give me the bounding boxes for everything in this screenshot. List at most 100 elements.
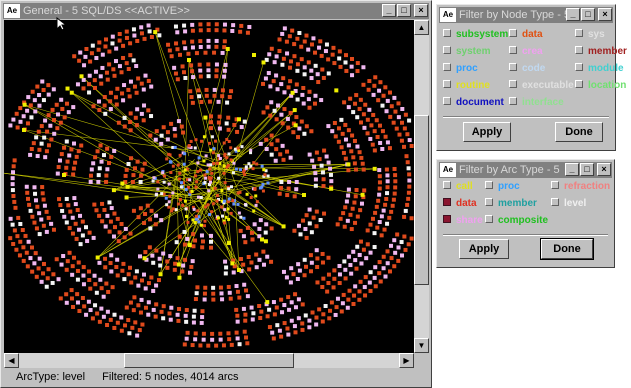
- filter-option-refraction[interactable]: refraction: [551, 180, 610, 193]
- checkbox[interactable]: [509, 29, 517, 38]
- checkbox[interactable]: [443, 198, 451, 207]
- graph-canvas[interactable]: [4, 20, 414, 353]
- minimize-icon[interactable]: _: [382, 4, 396, 17]
- checkbox[interactable]: [575, 29, 583, 38]
- filter-option-member[interactable]: member: [575, 45, 627, 58]
- graph-node: [55, 126, 60, 131]
- graph-node: [392, 191, 397, 196]
- filter-option-interface[interactable]: interface: [509, 96, 564, 109]
- checkbox[interactable]: [509, 46, 517, 55]
- node-filter-titlebar[interactable]: Ae Filter by Node Type - 5 _ □ ×: [439, 7, 613, 23]
- graph-node: [154, 213, 159, 218]
- checkbox[interactable]: [485, 181, 493, 190]
- checkbox[interactable]: [509, 63, 517, 72]
- checkbox[interactable]: [509, 97, 517, 106]
- graph-window-titlebar[interactable]: Ae General - 5 SQL/DS <<ACTIVE>> _ □ ×: [3, 3, 429, 19]
- checkbox[interactable]: [575, 63, 583, 72]
- graph-node: [45, 129, 50, 134]
- scroll-right-icon[interactable]: ▶: [399, 353, 414, 368]
- vertical-scrollbar[interactable]: ▲ ▼: [414, 20, 429, 353]
- filter-option-data[interactable]: data: [509, 28, 543, 41]
- filter-option-sys[interactable]: sys: [575, 28, 605, 41]
- graph-node: [264, 57, 269, 62]
- graph-node: [128, 231, 133, 236]
- filter-option-module[interactable]: module: [575, 62, 624, 75]
- checkbox[interactable]: [551, 198, 559, 207]
- filter-option-executable[interactable]: executable: [509, 79, 574, 92]
- graph-node: [127, 94, 132, 99]
- apply-button[interactable]: Apply: [463, 122, 511, 142]
- filter-option-routine[interactable]: routine: [443, 79, 490, 92]
- horizontal-scroll-thumb[interactable]: [124, 353, 294, 368]
- arc-filter-titlebar[interactable]: Ae Filter by Arc Type - 5 _ □ ×: [439, 162, 612, 178]
- close-icon[interactable]: ×: [597, 163, 611, 176]
- graph-node: [15, 234, 20, 239]
- scroll-down-icon[interactable]: ▼: [414, 338, 429, 353]
- graph-node: [383, 134, 388, 139]
- graph-edge: [178, 183, 215, 265]
- filter-option-subsystem[interactable]: subsystem: [443, 28, 508, 41]
- checkbox[interactable]: [443, 29, 451, 38]
- done-button[interactable]: Done: [540, 238, 594, 260]
- filter-option-document[interactable]: document: [443, 96, 504, 109]
- graph-node: [14, 247, 19, 252]
- close-icon[interactable]: ×: [414, 4, 428, 17]
- graph-node: [59, 152, 64, 157]
- arc-filter-title: Filter by Arc Type - 5: [459, 164, 560, 176]
- graph-node: [289, 266, 294, 271]
- done-button[interactable]: Done: [555, 122, 603, 142]
- graph-node: [381, 254, 386, 259]
- graph-node: [304, 235, 309, 240]
- checkbox[interactable]: [443, 63, 451, 72]
- filter-option-code[interactable]: code: [509, 62, 545, 75]
- filter-option-composite[interactable]: composite: [485, 214, 548, 227]
- graph-node: [346, 168, 351, 173]
- checkbox[interactable]: [443, 80, 451, 89]
- filter-option-system[interactable]: system: [443, 45, 490, 58]
- filter-option-level[interactable]: level: [551, 197, 586, 210]
- scroll-up-icon[interactable]: ▲: [414, 20, 429, 35]
- checkbox[interactable]: [485, 215, 493, 224]
- graph-node: [191, 205, 195, 209]
- checkbox[interactable]: [443, 46, 451, 55]
- graph-node: [230, 28, 235, 33]
- checkbox[interactable]: [575, 46, 583, 55]
- maximize-icon[interactable]: □: [397, 4, 411, 17]
- graph-node: [216, 99, 221, 104]
- graph-node: [381, 93, 386, 98]
- graph-node: [62, 173, 66, 177]
- filter-option-proc[interactable]: proc: [485, 180, 520, 193]
- graph-node: [373, 210, 378, 215]
- graph-node: [345, 218, 350, 223]
- filter-option-share[interactable]: share: [443, 214, 483, 227]
- maximize-icon[interactable]: □: [580, 163, 594, 176]
- filter-option-data[interactable]: data: [443, 197, 477, 210]
- graph-node: [145, 203, 150, 208]
- close-icon[interactable]: ×: [598, 8, 612, 21]
- apply-button[interactable]: Apply: [459, 239, 509, 259]
- graph-node: [82, 63, 87, 68]
- filter-option-crea[interactable]: crea: [509, 45, 543, 58]
- graph-node: [281, 56, 286, 61]
- graph-node: [276, 103, 281, 108]
- filter-option-member[interactable]: member: [485, 197, 537, 210]
- scroll-left-icon[interactable]: ◀: [4, 353, 19, 368]
- minimize-icon[interactable]: _: [566, 8, 580, 21]
- checkbox[interactable]: [551, 181, 559, 190]
- checkbox[interactable]: [509, 80, 517, 89]
- checkbox[interactable]: [443, 215, 451, 224]
- horizontal-scrollbar[interactable]: ◀ ▶: [4, 353, 414, 368]
- maximize-icon[interactable]: □: [581, 8, 595, 21]
- checkbox[interactable]: [443, 181, 451, 190]
- vertical-scroll-thumb[interactable]: [414, 115, 429, 285]
- filter-option-call[interactable]: call: [443, 180, 473, 193]
- checkbox[interactable]: [575, 80, 583, 89]
- checkbox[interactable]: [485, 198, 493, 207]
- graph-node: [142, 221, 147, 226]
- checkbox[interactable]: [443, 97, 451, 106]
- filter-option-proc[interactable]: proc: [443, 62, 478, 75]
- filter-option-location[interactable]: location: [575, 79, 626, 92]
- minimize-icon[interactable]: _: [565, 163, 579, 176]
- graph-node: [77, 58, 82, 63]
- graph-node: [156, 187, 160, 191]
